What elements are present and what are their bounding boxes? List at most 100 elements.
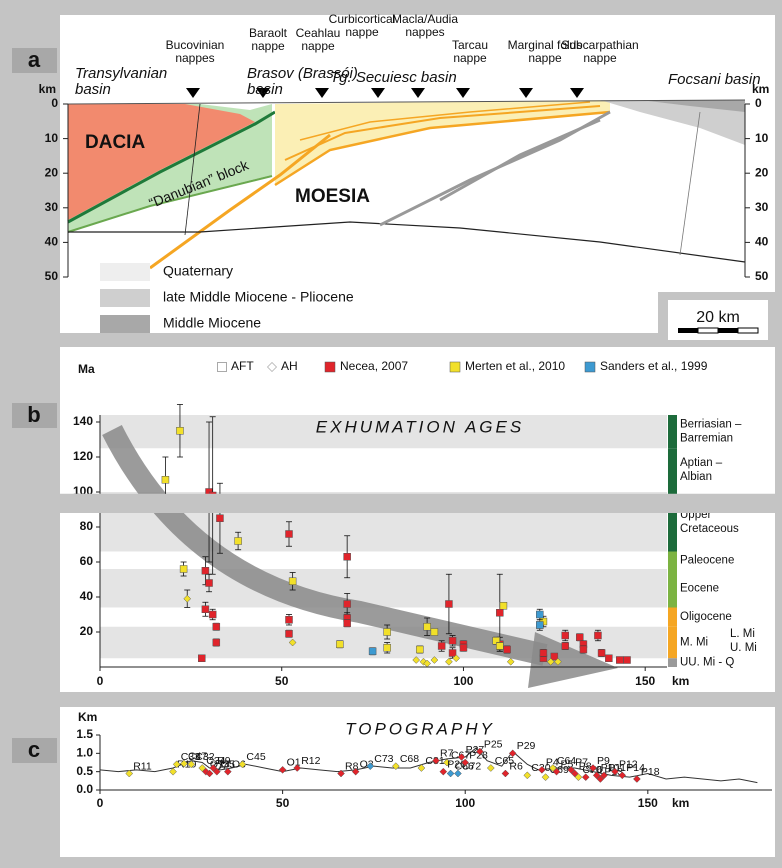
sample-point [475, 747, 484, 756]
data-point [597, 649, 606, 657]
depth-tick-label: 40 [45, 235, 59, 249]
period-label: M. Mi [680, 637, 708, 649]
nappe-marker [256, 88, 270, 98]
data-point [554, 657, 562, 666]
cross-section [67, 99, 746, 270]
sample-label: C68 [400, 753, 419, 765]
legend-label: Merten et al., 2010 [465, 359, 565, 373]
sample-point [213, 767, 221, 776]
nappe-label: nappe [301, 39, 335, 53]
y-tick-label: 1.5 [76, 727, 93, 741]
sample-point [169, 767, 177, 776]
y-tick-label: 120 [73, 449, 93, 463]
region-label: Brasov (Brassói) [247, 65, 358, 82]
data-point [561, 631, 569, 640]
data-point [561, 642, 569, 650]
period-label: Paleocene [680, 554, 734, 566]
nappe-label: Tarcau [452, 38, 488, 52]
legend-swatch [100, 315, 150, 333]
data-point [423, 623, 431, 631]
period-label: Berriasian – [680, 419, 742, 431]
data-point [201, 567, 210, 575]
data-point [212, 623, 221, 631]
data-point [285, 630, 293, 638]
sample-point [461, 758, 470, 767]
chart-title: TOPOGRAPHY [345, 719, 495, 738]
data-point [616, 656, 624, 664]
nappe-label: nappe [528, 51, 562, 65]
data-point [288, 638, 297, 647]
sample-label: P18 [641, 766, 660, 778]
legend-label: AH [281, 359, 298, 373]
region-label: Transylvanian [75, 65, 167, 82]
sample-label: C32 [195, 751, 214, 763]
nappe-label: nappe [251, 39, 285, 53]
moho-line [68, 221, 746, 263]
thrust-line [67, 110, 276, 224]
data-point [503, 645, 511, 654]
x-tick-label: 50 [275, 674, 289, 688]
scale-seg [737, 327, 759, 334]
sample-point [541, 773, 550, 782]
data-point [452, 654, 461, 663]
legend-label: Necea, 2007 [340, 359, 408, 373]
sample-label: O5 [221, 758, 235, 770]
nappe-label: Bucovinian [166, 38, 225, 52]
period-sublabel: L. Mi [730, 628, 755, 640]
panel-label-box [12, 48, 57, 73]
depth-tick-label: 40 [755, 235, 769, 249]
x-axis-label: km [672, 674, 689, 688]
sample-point [205, 769, 214, 778]
fault [679, 111, 701, 256]
topography [67, 99, 746, 105]
data-point [579, 645, 588, 654]
focsani-fill [600, 100, 745, 145]
data-point [383, 644, 391, 652]
data-point [285, 616, 293, 624]
sample-label: P4 [546, 757, 559, 769]
data-point [445, 657, 453, 666]
sample-label: R9 [217, 755, 231, 767]
sample-label: R7 [440, 747, 454, 759]
nappe-label: Curbicortical [329, 12, 396, 26]
sample-label: P28 [469, 749, 488, 761]
sample-label: C45 [246, 751, 265, 763]
period-label: Aptian – [680, 457, 723, 469]
trend-arrow-head [528, 632, 618, 688]
depth-tick-label: 50 [755, 269, 769, 283]
data-point [437, 642, 446, 650]
nappe-label: Baraolt [249, 26, 288, 40]
sample-point [581, 773, 590, 782]
sample-label: C34 [206, 755, 225, 767]
sample-point [501, 769, 510, 778]
sample-label: C65 [495, 755, 514, 767]
legend-label: Middle Miocene [163, 315, 261, 331]
sample-point [523, 771, 532, 780]
thrust-line [67, 175, 273, 233]
focsani-fill [640, 100, 745, 112]
region-label: Focsani basin [668, 71, 761, 88]
panel-label-box [12, 738, 57, 763]
panel-label: c [28, 737, 40, 762]
period-band [100, 415, 667, 449]
region-label: basin [75, 81, 111, 98]
sample-point [600, 771, 608, 780]
legend-marker [267, 362, 277, 372]
sample-label: R12 [301, 755, 320, 767]
data-point [550, 652, 559, 661]
panel-c-content: 0 50 100 150 0.0 0.5 1.0 1.5 km Km TOPOGRAPHY R11 R1… [76, 710, 772, 810]
sample-point [457, 753, 466, 761]
legend-label: Quaternary [163, 263, 233, 279]
data-point [499, 602, 508, 610]
sample-label: C73 [374, 753, 393, 765]
scale-seg [697, 327, 719, 334]
sample-label: P26 [447, 758, 466, 770]
scale-bar: 20 km [658, 292, 775, 346]
region-label: basin [247, 81, 283, 98]
sample-label: P7 [575, 757, 588, 769]
nappe-marker [570, 88, 584, 98]
legend-label: late Middle Miocene - Pliocene [163, 289, 354, 305]
x-tick-label: 50 [276, 796, 290, 810]
